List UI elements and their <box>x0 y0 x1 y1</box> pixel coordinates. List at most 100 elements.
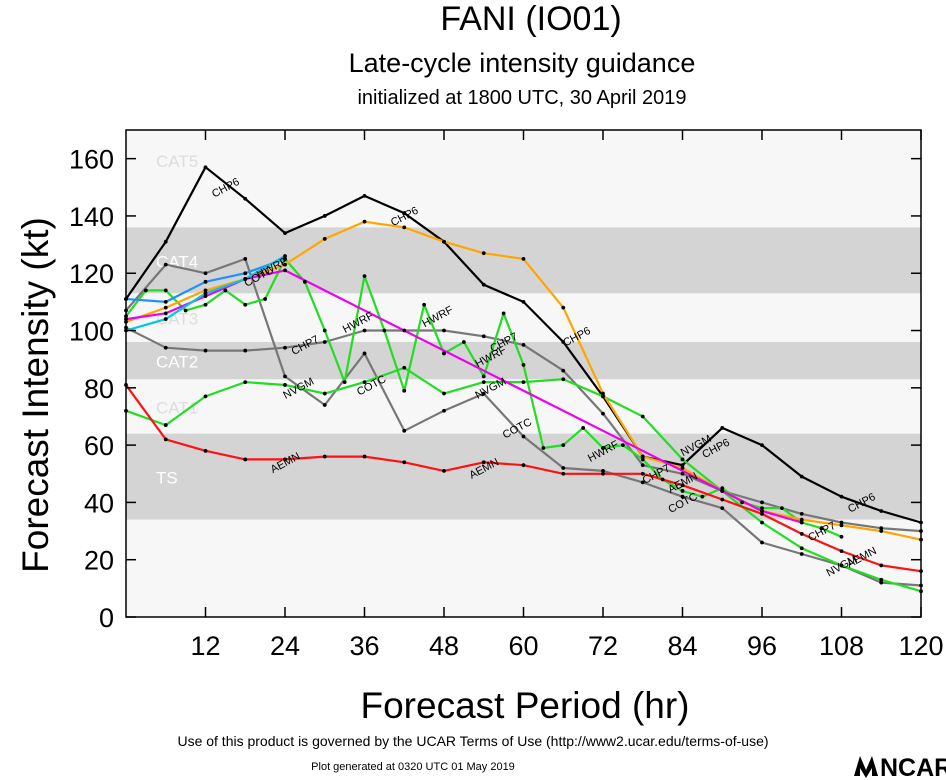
data-point-blue <box>163 299 168 304</box>
data-point-magenta <box>203 294 208 299</box>
data-point-nvgm <box>760 520 764 525</box>
data-point-cyan <box>283 254 287 258</box>
band-cat2 <box>126 341 921 380</box>
data-point-aemn <box>203 448 208 453</box>
data-point-magenta <box>760 509 764 513</box>
data-point-cotc <box>283 374 287 379</box>
data-point-hwrf <box>302 279 307 284</box>
data-point-hwrf <box>541 446 546 450</box>
y-tick-label: 60 <box>84 431 114 461</box>
data-point-cotc <box>601 469 605 473</box>
data-point-chp6 <box>799 474 804 479</box>
data-point-nvgm <box>879 577 884 582</box>
data-point-hwrf <box>760 506 764 511</box>
data-point-hwrf <box>839 534 844 539</box>
data-point-nvgm <box>839 563 844 568</box>
data-point-cotc <box>521 434 526 439</box>
data-point-chp7 <box>680 471 685 476</box>
x-tick-label: 72 <box>588 631 618 661</box>
data-point-hwrf <box>382 328 387 333</box>
data-point-chp6 <box>760 443 764 448</box>
x-tick-label: 24 <box>270 631 300 661</box>
data-point-hwrf <box>561 443 566 448</box>
data-point-orange <box>442 239 446 244</box>
data-point-chp6 <box>680 463 685 468</box>
data-point-hwrf <box>342 380 347 384</box>
data-point-chp6 <box>481 282 486 287</box>
data-point-aemn <box>760 511 764 516</box>
data-point-chp6 <box>362 193 367 198</box>
band-label-cat1: CAT1 <box>156 398 198 417</box>
data-point-hwrf <box>263 297 268 301</box>
data-point-nvgm <box>163 423 168 427</box>
data-point-aemn <box>640 471 645 476</box>
data-point-orange <box>481 251 486 256</box>
data-point-aemn <box>879 563 884 568</box>
data-point-cotc <box>680 494 685 499</box>
data-point-chp7 <box>203 348 208 353</box>
data-point-aemn <box>481 460 486 465</box>
data-point-nvgm <box>481 380 486 384</box>
data-point-magenta <box>799 520 804 525</box>
data-point-cotc <box>203 271 208 276</box>
x-tick-label: 60 <box>508 631 538 661</box>
data-point-chp7 <box>163 345 168 350</box>
chart-title: FANI (IO01) <box>440 0 621 38</box>
y-tick-label: 120 <box>69 259 114 289</box>
data-point-aemn <box>442 469 446 473</box>
chart-subtitle: Late-cycle intensity guidance <box>349 48 696 78</box>
data-point-chp6 <box>322 214 327 218</box>
y-tick-label: 160 <box>69 145 114 175</box>
y-tick-label: 0 <box>99 603 114 633</box>
data-point-hwrf <box>501 311 506 316</box>
data-point-nvgm <box>640 414 645 419</box>
data-point-chp7 <box>521 342 526 347</box>
data-point-chp7 <box>362 328 367 333</box>
data-point-chp7 <box>283 345 287 350</box>
x-tick-label: 120 <box>898 631 943 661</box>
band-label-ts: TS <box>156 469 178 488</box>
data-point-aemn <box>362 454 367 459</box>
data-point-nvgm <box>521 380 526 384</box>
data-point-cotc <box>799 552 804 556</box>
data-point-hwrf <box>422 302 427 307</box>
chart-initialized: initialized at 1800 UTC, 30 April 2019 <box>357 87 686 109</box>
data-point-hwrf <box>402 388 407 393</box>
data-point-hwrf <box>442 351 446 356</box>
data-point-orange <box>879 529 884 533</box>
data-point-chp7 <box>839 520 844 525</box>
data-point-chp6 <box>839 494 844 499</box>
data-point-aemn <box>521 463 526 468</box>
data-point-orange <box>839 523 844 528</box>
data-point-nvgm <box>601 394 605 399</box>
band-ts <box>126 433 921 520</box>
data-point-hwrf <box>163 288 168 293</box>
data-point-blue <box>283 257 287 261</box>
x-tick-label: 84 <box>667 631 697 661</box>
data-point-nvgm <box>283 383 287 387</box>
data-point-blue <box>203 279 208 284</box>
data-point-cotc <box>561 466 566 470</box>
y-tick-label: 140 <box>69 202 114 232</box>
data-point-chp7 <box>561 368 566 373</box>
data-point-hwrf <box>680 489 685 493</box>
data-point-orange <box>640 454 645 459</box>
data-point-chp6 <box>402 211 407 215</box>
data-point-aemn <box>680 483 685 488</box>
data-point-magenta <box>283 268 287 273</box>
data-point-orange <box>203 288 208 293</box>
data-point-chp7 <box>442 328 446 333</box>
data-point-chp7 <box>402 328 407 333</box>
data-point-aemn <box>322 454 327 459</box>
data-point-cotc <box>720 506 725 511</box>
plot-generated: Plot generated at 0320 UTC 01 May 2019 <box>311 761 515 773</box>
data-point-nvgm <box>680 457 685 462</box>
data-point-hwrf <box>601 446 605 450</box>
ncar-logo-text: NCAR <box>880 754 946 780</box>
data-point-orange <box>561 305 566 310</box>
data-point-chp7 <box>243 348 248 353</box>
data-point-orange <box>799 517 804 522</box>
data-point-aemn <box>720 497 725 502</box>
data-point-chp7 <box>760 500 764 505</box>
data-point-cotc <box>760 540 764 545</box>
